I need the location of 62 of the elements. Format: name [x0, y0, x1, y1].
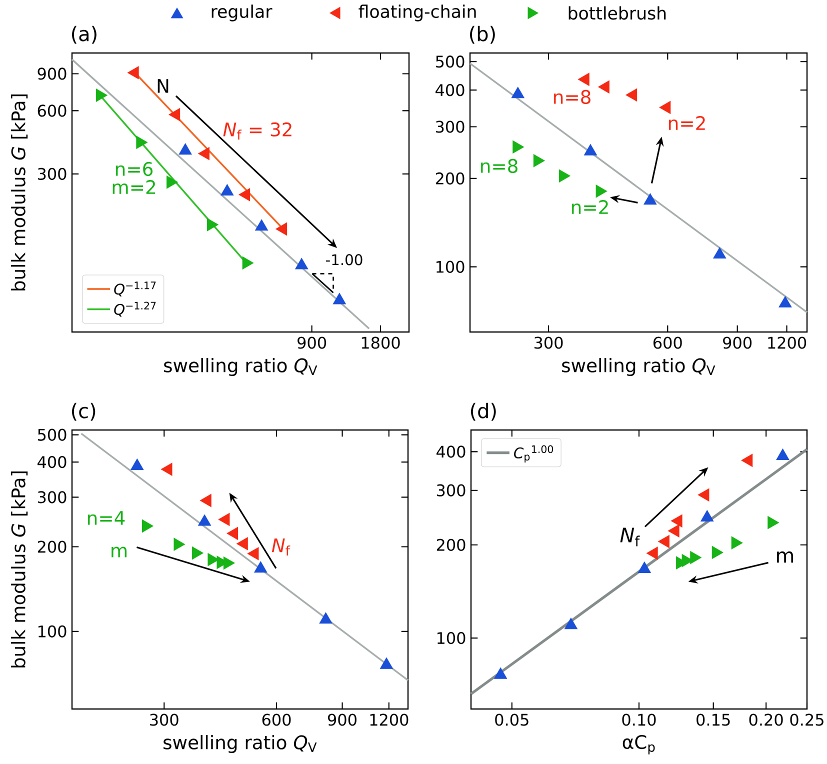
y-tick-label: 100 [38, 625, 66, 638]
y-tick-label: 200 [436, 538, 466, 551]
annotation: n=2 [572, 200, 608, 214]
y-axis-title: bulk modulus G [kPa] [10, 471, 28, 668]
y-axis-title: bulk modulus G [kPa] [10, 94, 28, 290]
annotation: N$_{f}$ [620, 528, 640, 546]
annotation: m [777, 551, 794, 563]
y-tick-label: 400 [436, 84, 464, 96]
annotation: n=2 [669, 116, 705, 130]
chart-title: (b) [470, 26, 495, 44]
y-tick-label: 200 [436, 172, 464, 185]
annotation: N [158, 79, 168, 93]
x-axis-title: swelling ratio Q$_{V}$ [164, 358, 318, 376]
legend-label: Q$^{−1.27}$ [114, 302, 156, 317]
x-tick-label: 0.05 [495, 714, 528, 726]
annotation: m [112, 546, 127, 558]
y-tick-label: 300 [38, 168, 66, 180]
x-tick-label: 300 [534, 336, 563, 349]
legend-label: floating-chain [358, 4, 476, 22]
annotation: n=8 [554, 90, 590, 104]
x-tick-label: 900 [723, 336, 752, 349]
x-tick-label: 0.25 [790, 714, 824, 726]
y-tick-label: 300 [38, 491, 66, 504]
legend-label: bottlebrush [568, 6, 666, 20]
x-axis-title: swelling ratio Q$_{V}$ [164, 734, 317, 754]
legend-label: C$_{p}$1.00 [514, 445, 554, 463]
x-tick-label: 0.10 [622, 714, 656, 726]
annotation: n=6 [116, 162, 153, 176]
y-tick-label: 600 [38, 104, 66, 117]
annotation: n=8 [481, 158, 518, 174]
x-tick-label: 900 [298, 336, 326, 349]
x-tick-label: 0.15 [696, 714, 730, 726]
x-tick-label: 900 [328, 714, 356, 726]
y-tick-label: 900 [38, 68, 66, 80]
y-tick-label: 100 [436, 260, 464, 273]
legend-label: regular [212, 4, 272, 22]
x-tick-label: 1200 [370, 714, 408, 726]
x-tick-label: 1200 [768, 336, 806, 349]
x-tick-label: 1800 [362, 336, 400, 349]
x-axis-title: αC$_{p}$ [622, 734, 655, 754]
y-tick-label: 500 [436, 56, 464, 68]
y-tick-label: 100 [438, 632, 466, 644]
annotation: n=4 [88, 511, 125, 525]
x-axis-title: swelling ratio Q$_{V}$ [562, 358, 716, 376]
annotation: -1.00 [326, 254, 362, 266]
y-tick-label: 400 [38, 456, 66, 468]
legend-label: Q$^{−1.17}$ [114, 282, 156, 296]
y-tick-label: 500 [38, 428, 66, 441]
chart-title: (d) [470, 402, 496, 421]
y-tick-label: 200 [38, 540, 66, 553]
annotation: N$_{f}$ = 32 [223, 122, 292, 140]
chart-title: (c) [72, 402, 96, 421]
chart-title: (a) [72, 26, 96, 44]
annotation: m=2 [112, 180, 156, 194]
y-tick-label: 300 [436, 484, 466, 496]
x-tick-label: 600 [653, 336, 682, 349]
annotation: N$_{f}$ [272, 538, 290, 556]
y-tick-label: 400 [436, 446, 466, 458]
x-tick-label: 0.20 [749, 714, 783, 726]
y-tick-label: 300 [436, 120, 464, 133]
x-tick-label: 600 [262, 714, 291, 726]
x-tick-label: 300 [150, 714, 178, 726]
